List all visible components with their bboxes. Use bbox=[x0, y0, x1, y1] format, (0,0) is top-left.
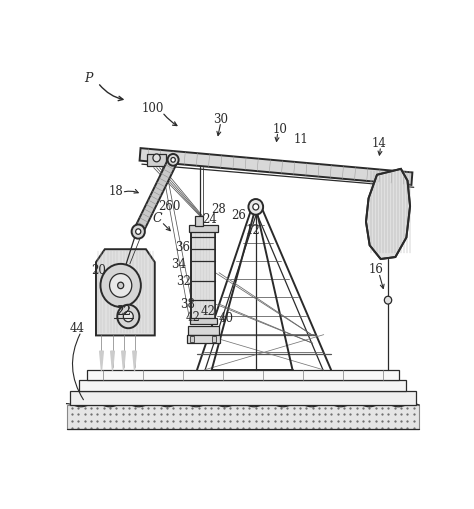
Text: 38: 38 bbox=[180, 298, 194, 312]
Text: 12: 12 bbox=[246, 224, 261, 237]
Bar bbox=[66, 405, 419, 430]
Text: 14: 14 bbox=[372, 137, 386, 150]
Text: 16: 16 bbox=[368, 263, 383, 276]
Bar bbox=[147, 154, 166, 166]
Bar bbox=[190, 318, 217, 324]
Circle shape bbox=[136, 229, 141, 234]
Circle shape bbox=[123, 311, 133, 322]
Circle shape bbox=[109, 273, 132, 297]
Text: 42: 42 bbox=[185, 312, 200, 324]
Bar bbox=[187, 335, 220, 343]
Text: 30: 30 bbox=[213, 112, 228, 126]
Circle shape bbox=[100, 264, 141, 307]
Text: 18: 18 bbox=[109, 185, 124, 197]
Circle shape bbox=[253, 204, 259, 210]
Polygon shape bbox=[110, 351, 114, 371]
Text: 32: 32 bbox=[176, 275, 191, 288]
Text: 20: 20 bbox=[91, 264, 106, 277]
Bar bbox=[70, 391, 416, 405]
Polygon shape bbox=[122, 351, 125, 371]
Bar bbox=[80, 380, 406, 391]
Text: 28: 28 bbox=[212, 203, 227, 216]
Text: 260: 260 bbox=[158, 201, 181, 213]
Circle shape bbox=[168, 154, 179, 166]
Bar bbox=[190, 336, 194, 343]
Bar bbox=[191, 225, 215, 320]
Text: 40: 40 bbox=[218, 313, 233, 325]
Circle shape bbox=[117, 305, 139, 328]
Circle shape bbox=[153, 154, 160, 162]
Text: 24: 24 bbox=[202, 213, 217, 227]
Polygon shape bbox=[96, 249, 155, 335]
Text: 44: 44 bbox=[70, 322, 85, 335]
Bar bbox=[87, 370, 399, 380]
Text: C: C bbox=[153, 212, 163, 225]
Circle shape bbox=[171, 157, 175, 162]
Circle shape bbox=[118, 282, 124, 289]
Bar bbox=[189, 224, 219, 232]
Text: 42: 42 bbox=[201, 304, 216, 318]
Text: 11: 11 bbox=[293, 133, 309, 146]
Polygon shape bbox=[100, 351, 103, 371]
Polygon shape bbox=[366, 169, 410, 259]
Text: 22: 22 bbox=[116, 304, 131, 318]
Circle shape bbox=[248, 199, 263, 215]
Circle shape bbox=[384, 296, 392, 304]
Polygon shape bbox=[134, 157, 177, 234]
Text: 10: 10 bbox=[272, 123, 287, 136]
Text: P: P bbox=[84, 72, 93, 85]
Bar bbox=[195, 216, 202, 225]
Bar bbox=[188, 326, 219, 335]
Text: 26: 26 bbox=[231, 209, 246, 222]
Bar bbox=[212, 336, 216, 343]
Circle shape bbox=[132, 224, 145, 239]
Polygon shape bbox=[139, 148, 412, 185]
Text: 34: 34 bbox=[171, 259, 186, 271]
Text: 36: 36 bbox=[175, 241, 190, 254]
Text: 100: 100 bbox=[142, 102, 164, 116]
Polygon shape bbox=[133, 351, 137, 371]
Text: 22: 22 bbox=[116, 304, 131, 318]
